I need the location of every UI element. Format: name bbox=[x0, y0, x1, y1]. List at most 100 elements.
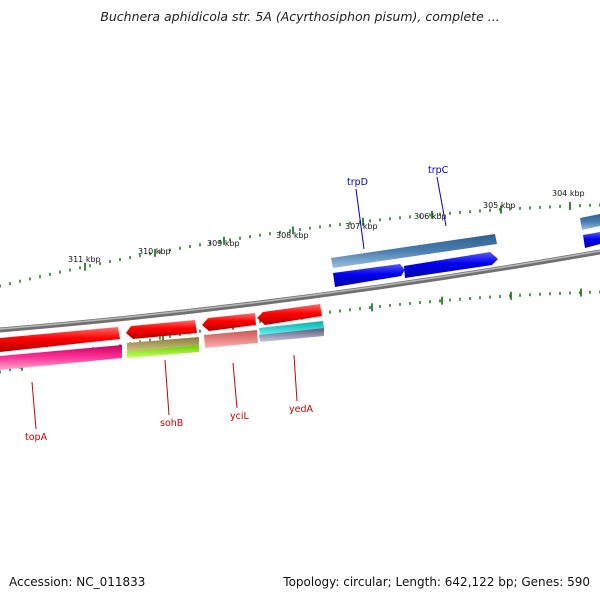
outer-ring-major-tick bbox=[500, 205, 502, 214]
outer-ring-major-tick bbox=[569, 202, 571, 211]
topology-summary: Topology: circular; Length: 642,122 bp; … bbox=[283, 575, 590, 589]
outer-tick-ring bbox=[0, 202, 600, 288]
outer-ring-minor-tick bbox=[379, 218, 381, 222]
outer-ring-minor-tick bbox=[339, 222, 341, 226]
genome-backbone-highlight bbox=[0, 250, 600, 330]
inner-ring-minor-tick bbox=[389, 303, 391, 307]
inner-ring-major-tick bbox=[441, 296, 443, 305]
outer-ring-minor-tick bbox=[269, 232, 271, 236]
outer-ring-minor-tick bbox=[79, 266, 81, 270]
gene-label-ycil[interactable]: yciL bbox=[230, 411, 249, 422]
inner-ring-minor-tick bbox=[369, 306, 371, 310]
outer-ring-minor-tick bbox=[309, 226, 311, 230]
outer-ring-minor-tick bbox=[9, 282, 11, 286]
outer-ring-minor-tick bbox=[529, 206, 531, 210]
gene-leader-line bbox=[164, 359, 170, 416]
outer-ring-minor-tick bbox=[39, 275, 41, 279]
sohb-cds-small[interactable] bbox=[127, 345, 199, 358]
inner-ring-minor-tick bbox=[259, 320, 261, 324]
outer-ring-minor-tick bbox=[499, 208, 501, 212]
outer-ring-minor-tick bbox=[49, 272, 51, 276]
sohb-gene-bar[interactable] bbox=[127, 337, 199, 351]
outer-ring-minor-tick bbox=[449, 211, 451, 215]
outer-ring-minor-tick bbox=[0, 284, 1, 288]
topa-gene-bar[interactable] bbox=[0, 345, 122, 370]
outer-ring-minor-tick bbox=[579, 204, 581, 208]
outer-ring-minor-tick bbox=[589, 203, 591, 207]
outer-ring-major-tick bbox=[362, 217, 364, 226]
outer-ring-minor-tick bbox=[289, 229, 291, 233]
edge-gene-bar[interactable] bbox=[580, 214, 600, 230]
outer-ring-minor-tick bbox=[129, 256, 131, 260]
ruler-label: 311 kbp bbox=[68, 255, 101, 264]
outer-ring-minor-tick bbox=[429, 213, 431, 217]
outer-ring-minor-tick bbox=[479, 209, 481, 213]
inner-ring-major-tick bbox=[162, 333, 164, 342]
outer-ring-minor-tick bbox=[419, 214, 421, 218]
inner-ring-minor-tick bbox=[399, 302, 401, 306]
trpc-cds-arrow[interactable] bbox=[404, 252, 498, 278]
inner-ring-minor-tick bbox=[489, 295, 491, 299]
ruler-label: 306 kbp bbox=[414, 212, 447, 221]
yeda-misc-bar[interactable] bbox=[259, 328, 324, 342]
outer-ring-minor-tick bbox=[29, 277, 31, 281]
inner-ring-minor-tick bbox=[549, 292, 551, 296]
yeda-gene-bar[interactable] bbox=[259, 321, 324, 335]
inner-ring-minor-tick bbox=[139, 340, 141, 344]
outer-ring-minor-tick bbox=[249, 235, 251, 239]
outer-ring-minor-tick bbox=[159, 250, 161, 254]
outer-ring-minor-tick bbox=[169, 248, 171, 252]
inner-ring-major-tick bbox=[580, 288, 582, 297]
inner-ring-major-tick bbox=[371, 303, 373, 312]
outer-ring-minor-tick bbox=[259, 233, 261, 237]
gene-label-topa[interactable]: topA bbox=[25, 432, 48, 443]
yeda-cds-arrow[interactable] bbox=[257, 304, 322, 325]
trpd-trpc-gene-bar[interactable] bbox=[331, 234, 497, 268]
outer-ring-minor-tick bbox=[59, 270, 61, 274]
outer-ring-minor-tick bbox=[219, 239, 221, 243]
outer-ring-minor-tick bbox=[199, 243, 201, 247]
inner-ring-minor-tick bbox=[439, 299, 441, 303]
outer-ring-minor-tick bbox=[409, 215, 411, 219]
accession-text: Accession: NC_011833 bbox=[9, 575, 146, 589]
outer-ring-minor-tick bbox=[69, 268, 71, 272]
outer-ring-minor-tick bbox=[349, 221, 351, 225]
inner-ring-minor-tick bbox=[149, 338, 151, 342]
gene-label-trpd[interactable]: trpD bbox=[347, 177, 368, 188]
outer-ring-minor-tick bbox=[229, 238, 231, 242]
outer-ring-minor-tick bbox=[189, 245, 191, 249]
outer-ring-major-tick bbox=[84, 262, 86, 271]
ycil-gene-bar[interactable] bbox=[204, 330, 258, 348]
trpd-cds-arrow[interactable] bbox=[333, 264, 405, 287]
ycil-cds-arrow[interactable] bbox=[202, 313, 256, 331]
edge-cds-bar[interactable] bbox=[583, 232, 600, 248]
sohb-cds-arrow[interactable] bbox=[126, 320, 197, 339]
inner-ring-minor-tick bbox=[359, 307, 361, 311]
inner-ring-minor-tick bbox=[559, 291, 561, 295]
ruler-label: 304 kbp bbox=[552, 189, 585, 198]
outer-ring-minor-tick bbox=[119, 258, 121, 262]
inner-ring-minor-tick bbox=[519, 293, 521, 297]
inner-ring-minor-tick bbox=[199, 329, 201, 333]
outer-ring-minor-tick bbox=[519, 206, 521, 210]
gene-leader-line bbox=[31, 381, 37, 430]
outer-ring-minor-tick bbox=[509, 207, 511, 211]
outer-ring-minor-tick bbox=[389, 217, 391, 221]
inner-ring-minor-tick bbox=[329, 310, 331, 314]
inner-ring-major-tick bbox=[510, 291, 512, 300]
outer-ring-minor-tick bbox=[559, 204, 561, 208]
inner-ring-minor-tick bbox=[419, 301, 421, 305]
topa-cds-arrow[interactable] bbox=[0, 327, 120, 352]
inner-ring-minor-tick bbox=[449, 298, 451, 302]
inner-ring-minor-tick bbox=[349, 308, 351, 312]
ruler-label: 309 kbp bbox=[207, 239, 240, 248]
gene-label-sohb[interactable]: sohB bbox=[160, 418, 183, 429]
inner-ring-minor-tick bbox=[409, 301, 411, 305]
gene-label-yeda[interactable]: yedA bbox=[289, 404, 313, 415]
outer-ring-minor-tick bbox=[239, 236, 241, 240]
gene-leader-line bbox=[436, 176, 447, 227]
gene-label-trpc[interactable]: trpC bbox=[428, 165, 449, 176]
inner-ring-minor-tick bbox=[589, 290, 591, 294]
